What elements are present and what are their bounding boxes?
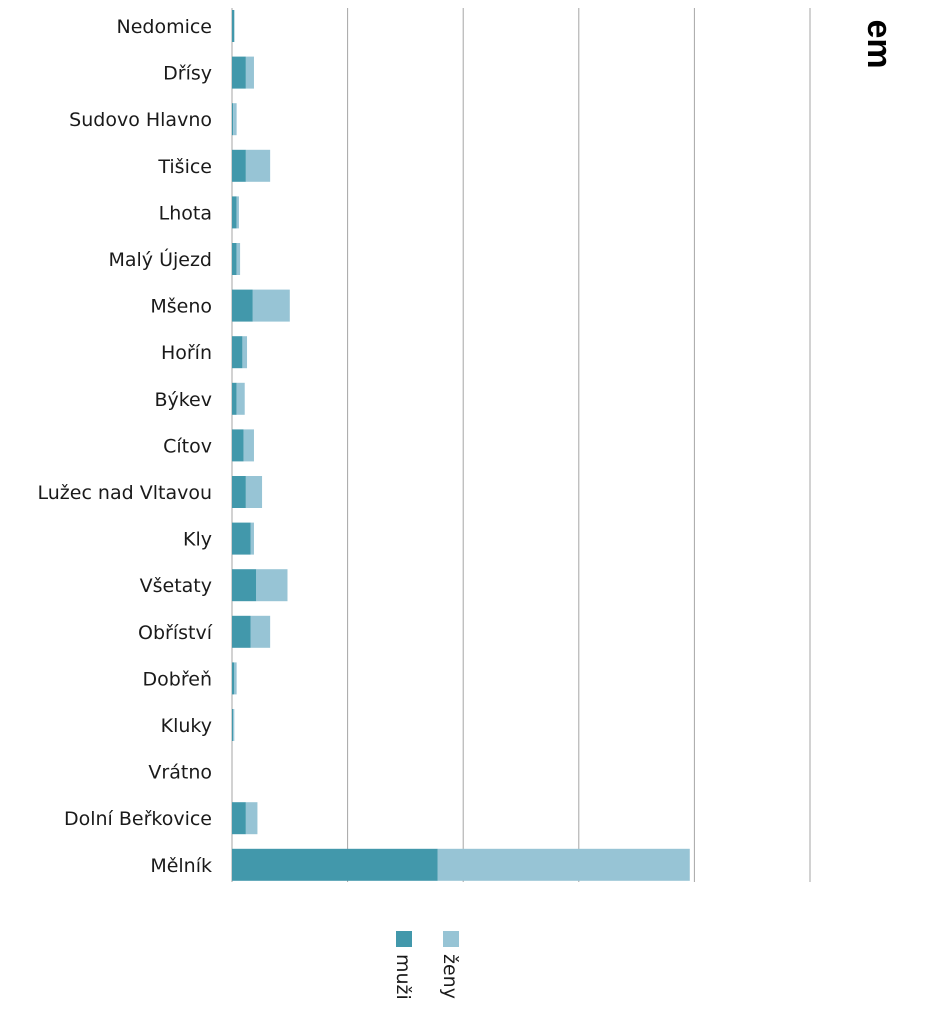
- bar-melnik-muzi: [232, 848, 438, 881]
- category-label-melnik: Mělník: [150, 855, 212, 877]
- bar-nedomice-muzi: [232, 10, 235, 42]
- bar-dobren-muzi: [232, 662, 235, 695]
- bar-mseno-zeny: [252, 289, 290, 322]
- bar-kluky-zeny: [233, 709, 235, 741]
- bar-drisy-zeny: [245, 56, 254, 89]
- bar-horin-zeny: [242, 336, 248, 369]
- bar-sudovo-hlavno-zeny: [233, 103, 237, 136]
- bar-maly-ujezd-muzi: [232, 243, 237, 275]
- bar-horin-muzi: [232, 336, 243, 369]
- bar-vsetaty-muzi: [232, 569, 257, 602]
- gridlines: [231, 8, 811, 882]
- legend-label-muzi: muži: [392, 954, 414, 1000]
- category-label-luzec-nad-vltavou: Lužec nad Vltavou: [37, 482, 212, 504]
- bar-dolni-berkovice-zeny: [245, 802, 258, 835]
- bar-kluky-muzi: [232, 709, 234, 741]
- legend: muži ženy: [392, 931, 461, 1000]
- bar-obristvi-zeny: [250, 615, 271, 648]
- bar-luzec-nad-vltavou-muzi: [232, 476, 246, 508]
- category-label-kly: Kly: [183, 529, 212, 551]
- bar-citov-zeny: [243, 429, 254, 462]
- category-label-dobren: Dobřeň: [143, 668, 212, 690]
- category-label-horin: Hořín: [161, 342, 212, 364]
- category-label-nedomice: Nedomice: [116, 16, 212, 38]
- bars: [232, 10, 690, 881]
- category-label-lhota: Lhota: [159, 202, 212, 224]
- bar-drisy-muzi: [232, 56, 246, 89]
- category-label-mseno: Mšeno: [150, 296, 212, 318]
- category-label-maly-ujezd: Malý Újezd: [108, 247, 212, 271]
- bar-bykev-muzi: [232, 382, 237, 415]
- chart-title: em: [860, 19, 898, 68]
- legend-swatch-muzi: [396, 931, 412, 947]
- legend-swatch-zeny: [443, 931, 459, 947]
- category-label-dolni-berkovice: Dolní Beřkovice: [64, 808, 212, 830]
- bar-bykev-zeny: [236, 382, 245, 415]
- bar-mseno-muzi: [232, 289, 253, 322]
- category-label-kluky: Kluky: [161, 715, 212, 737]
- bar-tisice-muzi: [232, 149, 246, 182]
- bar-dobren-zeny: [234, 662, 237, 695]
- bar-lhota-zeny: [236, 196, 239, 229]
- category-label-citov: Cítov: [163, 435, 212, 457]
- bar-sudovo-hlavno-muzi: [232, 103, 234, 136]
- bar-kly-muzi: [232, 522, 251, 555]
- bar-melnik-zeny: [437, 848, 690, 881]
- bar-kly-zeny: [250, 522, 254, 555]
- category-label-bykev: Býkev: [154, 389, 212, 411]
- bar-maly-ujezd-zeny: [236, 243, 241, 275]
- legend-label-zeny: ženy: [439, 954, 461, 999]
- category-label-vsetaty: Všetaty: [140, 575, 212, 597]
- bar-vsetaty-zeny: [256, 569, 288, 602]
- category-label-obristvi: Obříství: [138, 622, 213, 644]
- bar-obristvi-muzi: [232, 615, 251, 648]
- bar-citov-muzi: [232, 429, 244, 462]
- bar-lhota-muzi: [232, 196, 237, 229]
- category-labels: Nedomice Dřísy Sudovo Hlavno Tišice Lhota Mal…: [37, 16, 212, 877]
- bar-luzec-nad-vltavou-zeny: [245, 476, 263, 508]
- bar-tisice-zeny: [245, 149, 271, 182]
- category-label-drisy: Dřísy: [163, 63, 212, 85]
- bar-dolni-berkovice-muzi: [232, 802, 246, 835]
- category-label-vratno: Vrátno: [148, 762, 212, 784]
- category-label-sudovo-hlavno: Sudovo Hlavno: [69, 109, 212, 131]
- category-label-tisice: Tišice: [157, 156, 212, 178]
